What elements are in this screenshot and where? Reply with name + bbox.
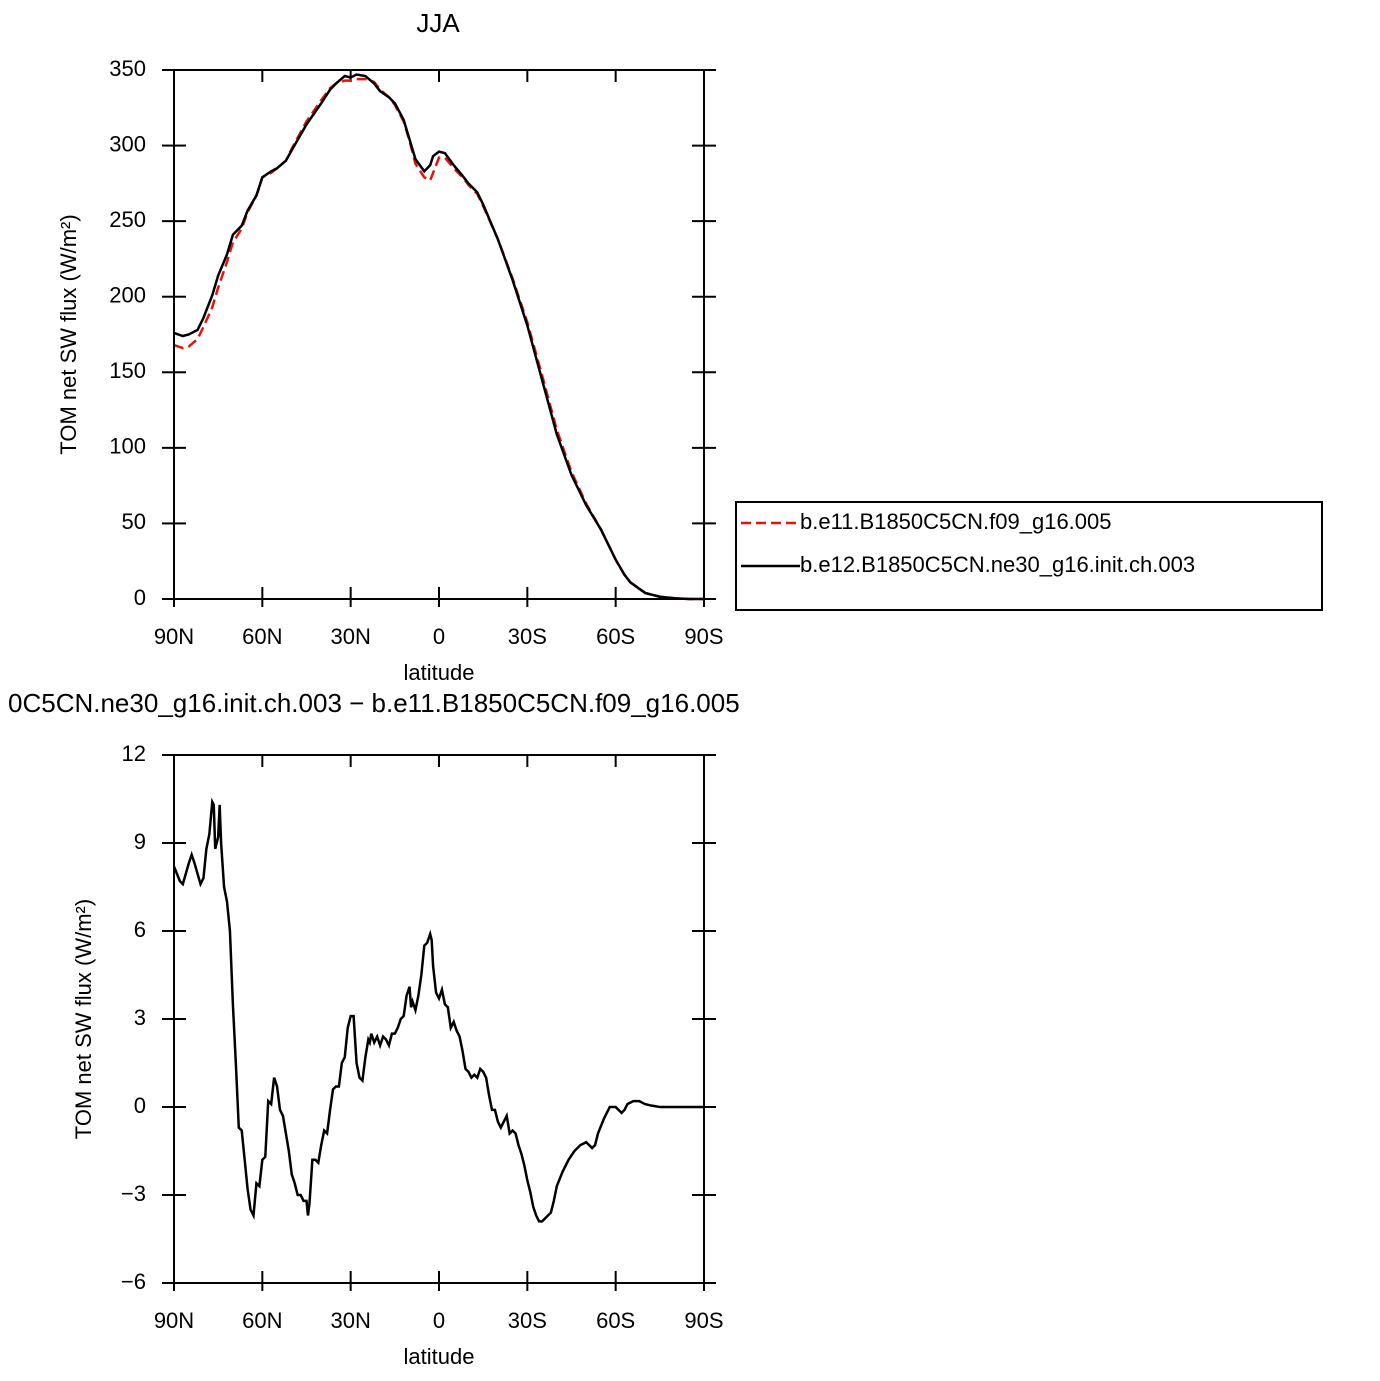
y-tick-label: 3 <box>134 1005 146 1030</box>
y-tick-label: 100 <box>109 434 146 459</box>
x-tick-label: 60S <box>596 624 635 649</box>
y-axis-label: TOM net SW flux (W/m²) <box>56 214 81 454</box>
y-tick-label: 0 <box>134 585 146 610</box>
y-axis-label: TOM net SW flux (W/m²) <box>71 899 96 1139</box>
legend-label: b.e11.B1850C5CN.f09_g16.005 <box>800 509 1112 534</box>
y-tick-label: 50 <box>122 509 146 534</box>
y-tick-label: 250 <box>109 207 146 232</box>
y-tick-label: 300 <box>109 131 146 156</box>
plot-frame <box>173 754 705 1284</box>
y-tick-label: 150 <box>109 358 146 383</box>
y-tick-label: 200 <box>109 283 146 308</box>
y-tick-label: 9 <box>134 829 146 854</box>
y-tick-label: 0 <box>134 1093 146 1118</box>
x-tick-label: 60N <box>242 1308 282 1333</box>
y-tick-label: 6 <box>134 917 146 942</box>
x-tick-label: 30S <box>508 624 547 649</box>
x-tick-label: 90N <box>154 1308 194 1333</box>
x-tick-label: 60N <box>242 624 282 649</box>
x-tick-label: 0 <box>433 624 445 649</box>
data-line <box>172 797 704 1223</box>
data-line <box>173 73 704 601</box>
x-tick-label: 30N <box>330 624 370 649</box>
x-axis-label: latitude <box>404 660 475 685</box>
legend-label: b.e12.B1850C5CN.ne30_g16.init.ch.003 <box>800 552 1195 577</box>
x-tick-label: 90S <box>684 1308 723 1333</box>
x-tick-label: 30N <box>330 1308 370 1333</box>
x-tick-label: 90S <box>684 624 723 649</box>
y-tick-label: 12 <box>122 741 146 766</box>
y-tick-label: 350 <box>109 56 146 81</box>
x-tick-label: 30S <box>508 1308 547 1333</box>
x-tick-label: 60S <box>596 1308 635 1333</box>
chart-title: 0C5CN.ne30_g16.init.ch.003 − b.e11.B1850… <box>8 688 740 718</box>
chart-title: JJA <box>416 8 460 38</box>
x-axis-label: latitude <box>404 1344 475 1369</box>
x-tick-label: 90N <box>154 624 194 649</box>
plot-frame <box>173 69 705 600</box>
y-tick-label: −3 <box>121 1181 146 1206</box>
legend-box <box>735 501 1323 611</box>
data-line <box>173 77 704 601</box>
y-tick-label: −6 <box>121 1269 146 1294</box>
x-tick-label: 0 <box>433 1308 445 1333</box>
